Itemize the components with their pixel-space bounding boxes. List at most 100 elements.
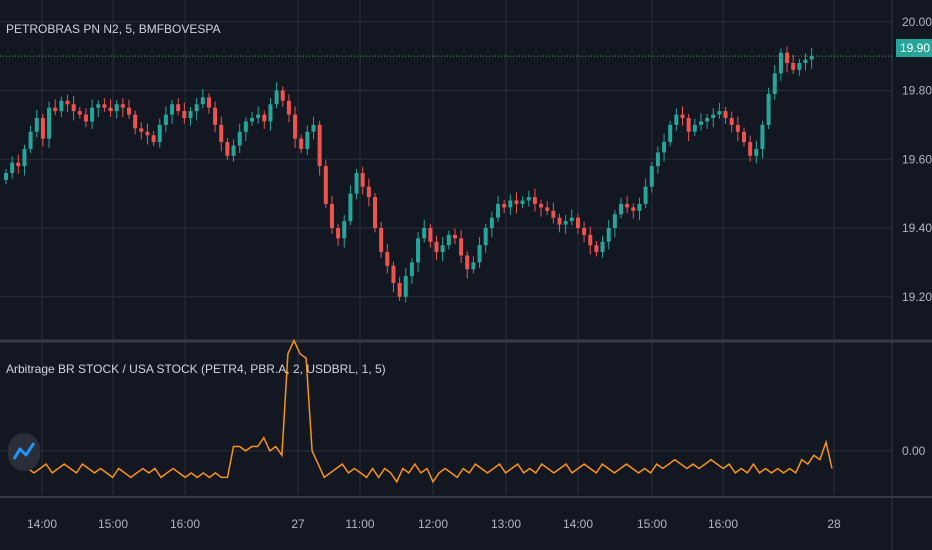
candle-body: [514, 200, 519, 204]
indicator-legend[interactable]: Arbitrage BR STOCK / USA STOCK (PETR4, P…: [6, 362, 386, 376]
candle-body: [563, 221, 568, 225]
y-tick-label: 19.80: [902, 84, 932, 98]
candle-body: [422, 228, 427, 239]
candle-body: [83, 114, 88, 122]
candle-body: [139, 128, 144, 132]
candle-body: [569, 217, 574, 222]
candle-body: [237, 131, 242, 146]
candle-body: [797, 63, 802, 70]
indicator-logo-glyph: [12, 442, 36, 460]
candle-body: [231, 145, 236, 156]
candle-body: [729, 118, 734, 125]
candle-body: [379, 228, 384, 253]
candle-body: [471, 262, 476, 270]
candle-body: [133, 114, 138, 129]
candle-body: [16, 162, 21, 167]
candle-body: [698, 121, 703, 125]
candle-body: [286, 100, 291, 115]
candle-body: [539, 203, 544, 208]
candle-body: [545, 207, 550, 211]
candle-body: [532, 197, 537, 204]
candle-body: [588, 234, 593, 246]
candle-body: [4, 173, 8, 180]
candle-body: [649, 166, 654, 187]
x-tick-label: 11:00: [345, 517, 374, 531]
candle-body: [662, 142, 667, 153]
candle-body: [206, 97, 211, 108]
candle-body: [637, 203, 642, 211]
candle-body: [114, 104, 119, 112]
candle-body: [668, 124, 673, 143]
last-price-tag: 19.90: [896, 39, 932, 57]
y-tick-label: 19.40: [902, 221, 932, 235]
candle-body: [194, 104, 199, 112]
candle-body: [354, 173, 359, 194]
candle-body: [397, 283, 402, 297]
candle-body: [809, 56, 814, 60]
candle-body: [680, 114, 685, 118]
candle-body: [428, 228, 433, 242]
candle-body: [59, 100, 64, 112]
candle-body: [772, 73, 777, 94]
x-tick-label: 15:00: [637, 517, 667, 531]
y-tick-label: 19.20: [902, 290, 932, 304]
candle-body: [34, 118, 39, 132]
x-tick-label: 12:00: [418, 517, 448, 531]
candle-body: [108, 107, 113, 112]
candle-body: [723, 111, 728, 118]
x-tick-label: 13:00: [491, 517, 521, 531]
candle-body: [711, 114, 716, 118]
main-legend[interactable]: PETROBRAS PN N2, 5, BMFBOVESPA: [6, 22, 221, 36]
candle-body: [151, 135, 156, 143]
candle-body: [225, 142, 230, 156]
candle-body: [502, 203, 507, 208]
indicator-line: [27, 338, 833, 484]
candle-body: [791, 63, 796, 70]
candle-body: [385, 252, 390, 266]
candle-body: [323, 166, 328, 204]
candle-body: [268, 104, 273, 122]
candle-body: [477, 245, 482, 263]
candle-body: [336, 228, 341, 239]
candle-body: [71, 104, 76, 112]
candle-body: [631, 207, 636, 211]
candle-body: [508, 200, 513, 208]
candle-body: [182, 111, 187, 118]
candle-body: [90, 107, 95, 122]
candle-body: [342, 221, 347, 239]
x-tick-label: 14:00: [27, 517, 57, 531]
candle-body: [360, 173, 365, 187]
candle-body: [373, 197, 377, 228]
candle-body: [120, 104, 125, 108]
candle-body: [643, 186, 648, 204]
candle-body: [520, 200, 525, 204]
candle-body: [391, 265, 396, 283]
candle-body: [465, 255, 470, 270]
candle-body: [496, 203, 500, 218]
candle-body: [742, 131, 746, 143]
candle-body: [299, 138, 304, 149]
candle-body: [557, 217, 562, 225]
x-tick-label: 14:00: [563, 517, 593, 531]
candle-body: [280, 90, 285, 101]
x-tick-label: 27: [291, 517, 305, 531]
candle-body: [127, 107, 131, 115]
candle-body: [65, 100, 70, 105]
candle-body: [754, 148, 759, 156]
candle-body: [366, 186, 371, 198]
candle-body: [766, 93, 771, 125]
candle-body: [219, 124, 224, 143]
candle-body: [163, 114, 168, 125]
candle-body: [434, 241, 439, 253]
x-tick-label: 16:00: [170, 517, 200, 531]
candle-body: [452, 234, 457, 239]
candle-body: [47, 107, 52, 139]
candle-body: [243, 121, 248, 132]
x-tick-label: 16:00: [708, 517, 738, 531]
candle-body: [102, 104, 107, 108]
y-tick-label: 19.60: [902, 152, 932, 166]
tradingview-indicator-icon[interactable]: [8, 433, 40, 471]
candle-body: [274, 90, 279, 105]
candle-body: [619, 203, 623, 215]
